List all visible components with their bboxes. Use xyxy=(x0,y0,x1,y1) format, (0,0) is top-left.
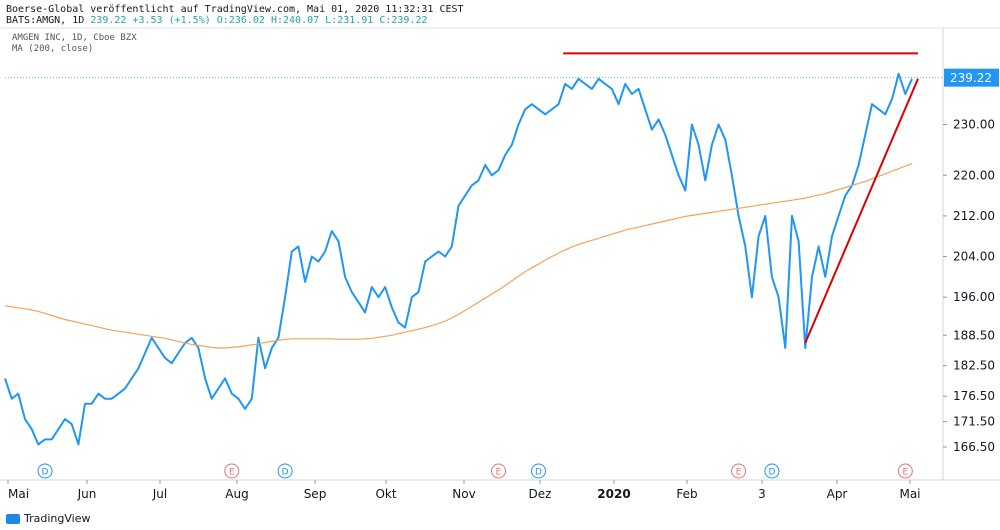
x-tick-label: 2020 xyxy=(597,487,630,501)
support-trend-line xyxy=(804,78,919,344)
price-series-line xyxy=(4,72,913,446)
y-tick-label: 182.50 xyxy=(953,359,995,373)
dividend-marker-icon xyxy=(277,463,293,479)
dividend-marker-icon xyxy=(531,463,547,479)
ohlc-values: O:236.02 H:240.07 L:231.91 C:239.22 xyxy=(216,15,428,26)
x-tick-label: Nov xyxy=(452,487,475,501)
y-tick-label: 204.00 xyxy=(953,250,995,264)
y-tick-label: 176.50 xyxy=(953,389,995,403)
earnings-marker-icon xyxy=(897,463,913,479)
ma-series-line xyxy=(4,163,913,349)
y-tick-label: 230.00 xyxy=(953,117,995,131)
x-tick-label: Dez xyxy=(529,487,552,501)
x-tick-label: Aug xyxy=(225,487,248,501)
event-marker-label: E xyxy=(229,468,235,478)
x-tick-label: Sep xyxy=(304,487,327,501)
x-tick-label: Feb xyxy=(676,487,697,501)
event-marker-label: D xyxy=(535,468,542,478)
x-tick-label: Jun xyxy=(77,487,97,501)
footer-brand: TradingView xyxy=(6,512,90,525)
x-tick-label: 3 xyxy=(758,487,766,501)
y-tick-label: 196.00 xyxy=(953,290,995,304)
y-tick-label: 212.00 xyxy=(953,209,995,223)
event-marker-label: E xyxy=(496,468,502,478)
chart-legend: AMGEN INC, 1D, Cboe BZX MA (200, close) xyxy=(12,33,137,55)
x-tick-label: Jul xyxy=(152,487,167,501)
earnings-marker-icon xyxy=(224,463,240,479)
last-price-tag-label: 239.22 xyxy=(950,71,992,85)
event-marker-label: D xyxy=(282,468,289,478)
y-tick-label: 220.00 xyxy=(953,168,995,182)
legend-ma: MA (200, close) xyxy=(12,44,94,54)
earnings-marker-icon xyxy=(731,463,747,479)
price-change: +3.53 (+1.5%) xyxy=(132,15,211,26)
tradingview-logo-icon xyxy=(6,513,20,524)
earnings-marker-icon xyxy=(491,463,507,479)
price-value: 239.22 xyxy=(90,15,127,26)
y-tick-label: 188.50 xyxy=(953,328,995,342)
event-marker-label: E xyxy=(736,468,742,478)
publish-info: Boerse-Global veröffentlicht auf Trading… xyxy=(6,4,464,15)
y-tick-label: 171.50 xyxy=(953,415,995,429)
y-tick-label: 166.50 xyxy=(953,440,995,454)
event-marker-label: D xyxy=(768,468,775,478)
footer-brand-label: TradingView xyxy=(24,512,91,525)
event-marker-label: D xyxy=(42,468,49,478)
event-marker-label: E xyxy=(902,468,908,478)
symbol-quote-line: BATS:AMGN, 1D 239.22 +3.53 (+1.5%) O:236… xyxy=(6,15,428,26)
x-tick-label: Apr xyxy=(827,487,848,501)
dividend-marker-icon xyxy=(764,463,780,479)
dividend-marker-icon xyxy=(37,463,53,479)
symbol-label: BATS:AMGN, 1D xyxy=(6,15,85,26)
x-tick-label: Okt xyxy=(375,487,396,501)
x-tick-label: Mai xyxy=(8,487,29,501)
last-price-tag xyxy=(944,68,999,87)
x-tick-label: Mai xyxy=(899,487,920,501)
legend-title: AMGEN INC, 1D, Cboe BZX xyxy=(12,33,137,43)
